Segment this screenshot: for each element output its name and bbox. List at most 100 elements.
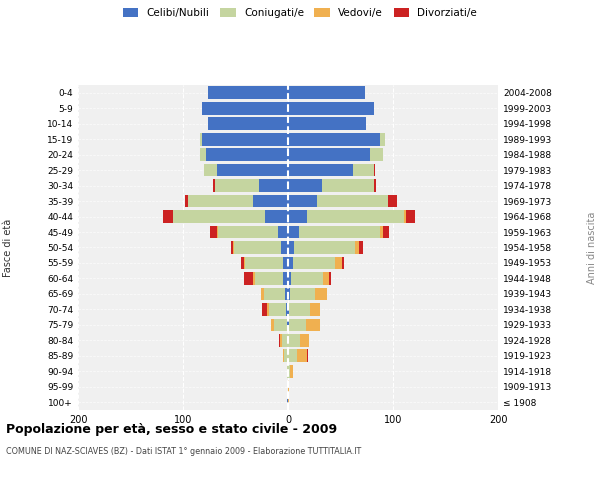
Bar — [262, 303, 267, 316]
Bar — [288, 102, 374, 115]
Bar — [310, 303, 320, 316]
Bar — [185, 194, 188, 207]
Bar — [288, 226, 299, 238]
Bar — [217, 226, 218, 238]
Bar — [259, 179, 288, 192]
Bar — [323, 272, 329, 285]
Bar — [322, 179, 374, 192]
Bar — [290, 288, 316, 300]
Bar — [406, 210, 415, 223]
Bar — [285, 288, 288, 300]
Bar — [353, 164, 374, 176]
Bar — [370, 148, 383, 161]
Bar — [267, 303, 269, 316]
Bar — [217, 164, 288, 176]
Bar — [253, 194, 288, 207]
Bar — [288, 179, 322, 192]
Bar — [282, 334, 288, 346]
Bar — [202, 133, 288, 145]
Bar — [283, 272, 288, 285]
Bar — [307, 350, 308, 362]
Bar — [288, 86, 365, 99]
Bar — [261, 288, 264, 300]
Bar — [288, 164, 353, 176]
Bar — [287, 396, 288, 408]
Bar — [163, 210, 173, 223]
Bar — [359, 241, 362, 254]
Bar — [269, 303, 286, 316]
Bar — [244, 272, 253, 285]
Bar — [286, 303, 288, 316]
Bar — [210, 226, 217, 238]
Bar — [374, 179, 376, 192]
Bar — [288, 303, 289, 316]
Bar — [200, 133, 202, 145]
Bar — [215, 179, 259, 192]
Bar — [256, 272, 283, 285]
Bar — [329, 272, 331, 285]
Bar — [204, 164, 217, 176]
Bar — [233, 241, 235, 254]
Bar — [264, 288, 285, 300]
Bar — [289, 303, 310, 316]
Bar — [404, 210, 406, 223]
Bar — [289, 318, 306, 331]
Bar — [288, 256, 293, 270]
Bar — [290, 365, 293, 378]
Bar — [335, 256, 341, 270]
Bar — [287, 318, 288, 331]
Text: COMUNE DI NAZ-SCIAVES (BZ) - Dati ISTAT 1° gennaio 2009 - Elaborazione TUTTITALI: COMUNE DI NAZ-SCIAVES (BZ) - Dati ISTAT … — [6, 448, 361, 456]
Bar — [380, 133, 385, 145]
Bar — [291, 272, 323, 285]
Bar — [307, 210, 404, 223]
Bar — [288, 380, 289, 393]
Bar — [388, 194, 397, 207]
Bar — [287, 365, 288, 378]
Bar — [206, 148, 288, 161]
Text: Fasce di età: Fasce di età — [3, 218, 13, 276]
Bar — [277, 226, 288, 238]
Bar — [288, 288, 290, 300]
Text: Anni di nascita: Anni di nascita — [587, 212, 597, 284]
Bar — [288, 272, 291, 285]
Bar — [265, 210, 288, 223]
Bar — [202, 102, 288, 115]
Text: Popolazione per età, sesso e stato civile - 2009: Popolazione per età, sesso e stato civil… — [6, 422, 337, 436]
Bar — [244, 256, 245, 270]
Bar — [317, 194, 388, 207]
Bar — [316, 288, 327, 300]
Bar — [271, 318, 274, 331]
Bar — [355, 241, 359, 254]
Bar — [383, 226, 389, 238]
Bar — [283, 350, 284, 362]
Bar — [288, 210, 307, 223]
Bar — [253, 272, 256, 285]
Bar — [245, 256, 283, 270]
Bar — [281, 241, 288, 254]
Bar — [288, 118, 366, 130]
Bar — [288, 241, 295, 254]
Bar — [232, 241, 233, 254]
Bar — [208, 118, 288, 130]
Bar — [278, 334, 280, 346]
Bar — [218, 226, 277, 238]
Bar — [374, 164, 375, 176]
Bar — [283, 256, 288, 270]
Bar — [295, 241, 355, 254]
Bar — [293, 256, 335, 270]
Bar — [288, 318, 289, 331]
Bar — [380, 226, 383, 238]
Bar — [288, 365, 290, 378]
Bar — [284, 350, 288, 362]
Bar — [288, 133, 380, 145]
Bar — [288, 194, 317, 207]
Legend: Celibi/Nubili, Coniugati/e, Vedovi/e, Divorziati/e: Celibi/Nubili, Coniugati/e, Vedovi/e, Di… — [123, 8, 477, 18]
Bar — [288, 350, 298, 362]
Bar — [341, 256, 344, 270]
Bar — [299, 226, 380, 238]
Bar — [288, 148, 370, 161]
Bar — [298, 350, 307, 362]
Bar — [288, 396, 289, 408]
Bar — [188, 194, 253, 207]
Bar — [208, 86, 288, 99]
